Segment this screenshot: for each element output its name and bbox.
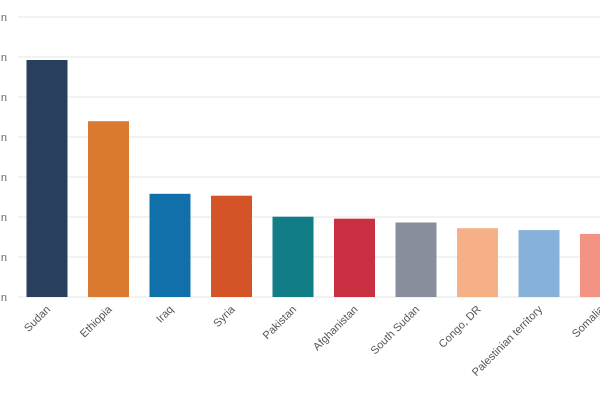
y-tick-label: n xyxy=(1,252,7,264)
y-tick-label: n xyxy=(1,172,7,184)
bar-afghanistan xyxy=(334,218,375,297)
x-category-label: Pakistan xyxy=(261,304,299,342)
y-tick-label: n xyxy=(1,52,7,64)
x-category-label: Palestinian territory xyxy=(470,303,545,378)
y-axis-tick-labels: n n n n n n n n xyxy=(1,12,7,304)
x-category-label: South Sudan xyxy=(369,304,422,357)
x-axis-category-labels: Sudan Ethiopia Iraq Syria Pakistan Afghanista… xyxy=(22,303,600,379)
y-tick-label: n xyxy=(1,92,7,104)
y-tick-label: n xyxy=(1,12,7,24)
bar-congo-dr xyxy=(457,228,498,297)
x-category-label: Iraq xyxy=(154,304,176,326)
x-category-label: Somalia xyxy=(570,303,600,340)
y-tick-label: n xyxy=(1,212,7,224)
x-category-label: Sudan xyxy=(22,304,53,335)
bars xyxy=(26,60,600,297)
bar-syria xyxy=(211,195,252,297)
x-category-label: Syria xyxy=(211,303,238,330)
y-tick-label: n xyxy=(1,292,7,304)
bar-iraq xyxy=(149,193,191,297)
x-category-label: Congo, DR xyxy=(437,304,484,351)
y-tick-label: n xyxy=(1,132,7,144)
bar-sudan xyxy=(26,60,68,297)
bar-ethiopia xyxy=(88,121,129,297)
bar-pakistan xyxy=(272,216,314,297)
bar-somalia xyxy=(580,233,600,297)
bar-palestinian-territory xyxy=(518,230,560,297)
x-category-label: Ethiopia xyxy=(78,303,115,340)
x-category-label: Afghanistan xyxy=(311,304,361,354)
bar-south-sudan xyxy=(395,222,437,297)
